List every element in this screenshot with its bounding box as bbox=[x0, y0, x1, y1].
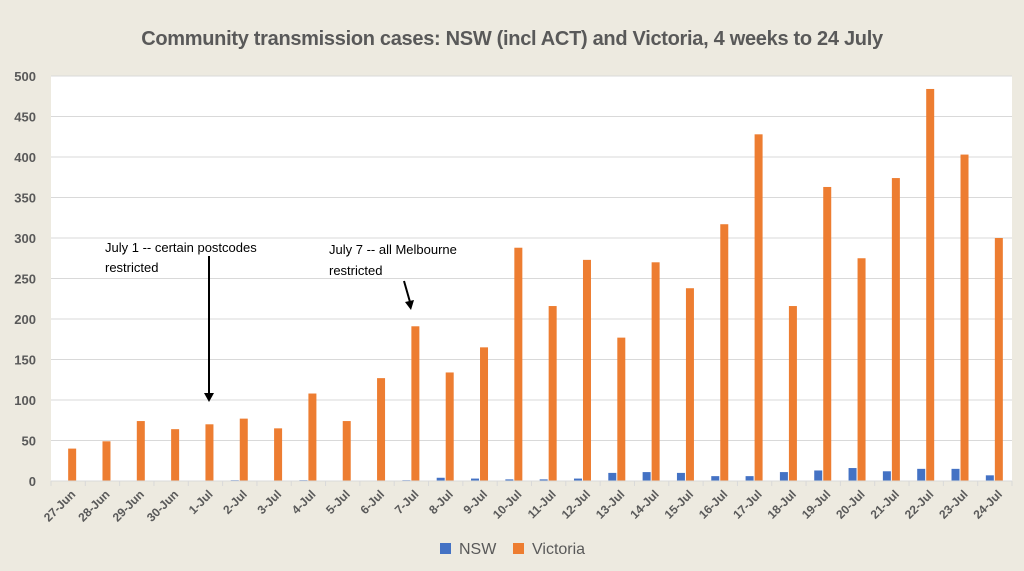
bar-victoria-15-Jul bbox=[685, 288, 694, 481]
annotation-july7-arrowhead bbox=[405, 300, 414, 310]
bar-victoria-18-Jul bbox=[788, 306, 797, 481]
legend-swatch-nsw bbox=[440, 543, 451, 554]
annotation-july7-line1: July 7 -- all Melbourne bbox=[329, 242, 457, 257]
bar-victoria-19-Jul bbox=[823, 186, 832, 481]
x-tick-label: 3-Jul bbox=[255, 487, 285, 517]
x-tick-label: 4-Jul bbox=[289, 487, 319, 517]
x-tick-label: 13-Jul bbox=[593, 487, 627, 521]
bar-nsw-14-Jul bbox=[642, 472, 651, 481]
bar-nsw-18-Jul bbox=[779, 472, 788, 481]
x-tick-label: 18-Jul bbox=[765, 487, 799, 521]
x-tick-label: 14-Jul bbox=[627, 487, 661, 521]
y-tick-label: 200 bbox=[14, 312, 36, 327]
x-tick-label: 22-Jul bbox=[902, 487, 936, 521]
x-tick-label: 8-Jul bbox=[426, 487, 456, 517]
bar-nsw-11-Jul bbox=[539, 479, 548, 481]
bar-victoria-23-Jul bbox=[960, 154, 969, 481]
y-tick-label: 450 bbox=[14, 110, 36, 125]
bar-nsw-19-Jul bbox=[814, 470, 823, 481]
x-tick-label: 11-Jul bbox=[525, 487, 559, 521]
x-tick-label: 6-Jul bbox=[357, 487, 387, 517]
bar-victoria-13-Jul bbox=[617, 337, 626, 481]
bar-nsw-24-Jul bbox=[985, 475, 994, 481]
bar-nsw-15-Jul bbox=[676, 472, 685, 481]
x-tick-label: 30-Jun bbox=[144, 487, 181, 524]
bar-nsw-21-Jul bbox=[882, 471, 891, 481]
x-tick-label: 1-Jul bbox=[186, 487, 216, 517]
x-tick-label: 5-Jul bbox=[323, 487, 353, 517]
bar-nsw-9-Jul bbox=[471, 478, 480, 481]
bar-victoria-11-Jul bbox=[548, 306, 557, 481]
legend: NSW Victoria bbox=[440, 541, 585, 558]
y-tick-label: 250 bbox=[14, 272, 36, 287]
y-tick-label: 100 bbox=[14, 393, 36, 408]
x-tick-label: 10-Jul bbox=[490, 487, 524, 521]
x-tick-label: 29-Jun bbox=[110, 487, 147, 524]
x-tick-label: 17-Jul bbox=[730, 487, 764, 521]
bar-victoria-20-Jul bbox=[857, 258, 866, 481]
bar-victoria-17-Jul bbox=[754, 134, 763, 481]
bar-victoria-8-Jul bbox=[445, 372, 454, 481]
bar-victoria-12-Jul bbox=[582, 259, 591, 481]
x-tick-label: 20-Jul bbox=[833, 487, 867, 521]
bar-nsw-8-Jul bbox=[436, 477, 445, 481]
bar-victoria-27-Jun bbox=[68, 448, 77, 481]
legend-swatch-victoria bbox=[513, 543, 524, 554]
y-tick-label: 50 bbox=[22, 434, 36, 449]
bar-nsw-16-Jul bbox=[711, 476, 720, 481]
x-tick-label: 2-Jul bbox=[220, 487, 250, 517]
bar-victoria-14-Jul bbox=[651, 262, 660, 481]
bar-victoria-4-Jul bbox=[308, 393, 317, 481]
bar-nsw-20-Jul bbox=[848, 468, 857, 481]
x-tick-label: 9-Jul bbox=[460, 487, 490, 517]
bar-victoria-10-Jul bbox=[514, 247, 523, 481]
x-tick-label: 7-Jul bbox=[392, 487, 422, 517]
x-tick-label: 15-Jul bbox=[662, 487, 696, 521]
bar-nsw-13-Jul bbox=[608, 472, 617, 481]
bar-nsw-23-Jul bbox=[951, 468, 960, 481]
y-tick-label: 500 bbox=[14, 69, 36, 84]
annotation-july1-line2: restricted bbox=[105, 260, 158, 275]
bar-victoria-9-Jul bbox=[480, 347, 489, 481]
bar-nsw-12-Jul bbox=[573, 478, 582, 481]
bar-victoria-7-Jul bbox=[411, 326, 420, 481]
x-tick-label: 21-Jul bbox=[868, 487, 902, 521]
x-tick-label: 27-Jun bbox=[41, 487, 78, 524]
bar-victoria-3-Jul bbox=[274, 428, 283, 481]
bar-victoria-16-Jul bbox=[720, 224, 729, 482]
chart-title: Community transmission cases: NSW (incl … bbox=[141, 28, 883, 50]
bar-victoria-22-Jul bbox=[926, 88, 935, 482]
y-tick-label: 400 bbox=[14, 150, 36, 165]
x-tick-label: 12-Jul bbox=[559, 487, 593, 521]
bar-victoria-24-Jul bbox=[994, 238, 1003, 481]
bar-victoria-29-Jun bbox=[136, 421, 145, 481]
bar-victoria-21-Jul bbox=[891, 178, 900, 481]
legend-label-nsw: NSW bbox=[459, 541, 497, 558]
x-tick-label: 28-Jun bbox=[75, 487, 112, 524]
x-tick-label: 16-Jul bbox=[696, 487, 730, 521]
annotation-july1-line1: July 1 -- certain postcodes bbox=[105, 240, 257, 255]
bar-victoria-28-Jun bbox=[102, 441, 111, 481]
bar-victoria-6-Jul bbox=[377, 378, 386, 481]
bar-victoria-5-Jul bbox=[342, 421, 351, 481]
bar-victoria-1-Jul bbox=[205, 424, 214, 481]
bar-victoria-2-Jul bbox=[239, 418, 248, 481]
bar-nsw-10-Jul bbox=[505, 479, 514, 481]
y-tick-label: 0 bbox=[29, 474, 36, 489]
y-tick-label: 350 bbox=[14, 191, 36, 206]
bar-nsw-22-Jul bbox=[917, 468, 926, 481]
annotation-july7-line2: restricted bbox=[329, 263, 382, 278]
x-tick-label: 23-Jul bbox=[936, 487, 970, 521]
bar-victoria-30-Jun bbox=[171, 429, 180, 481]
legend-label-victoria: Victoria bbox=[532, 541, 585, 558]
y-tick-label: 150 bbox=[14, 353, 36, 368]
bar-nsw-17-Jul bbox=[745, 476, 754, 481]
annotation-july7-arrow bbox=[403, 280, 411, 303]
x-tick-label: 19-Jul bbox=[799, 487, 833, 521]
annotation-july1-arrowhead bbox=[204, 393, 214, 402]
y-tick-label: 300 bbox=[14, 231, 36, 246]
x-tick-label: 24-Jul bbox=[971, 487, 1005, 521]
